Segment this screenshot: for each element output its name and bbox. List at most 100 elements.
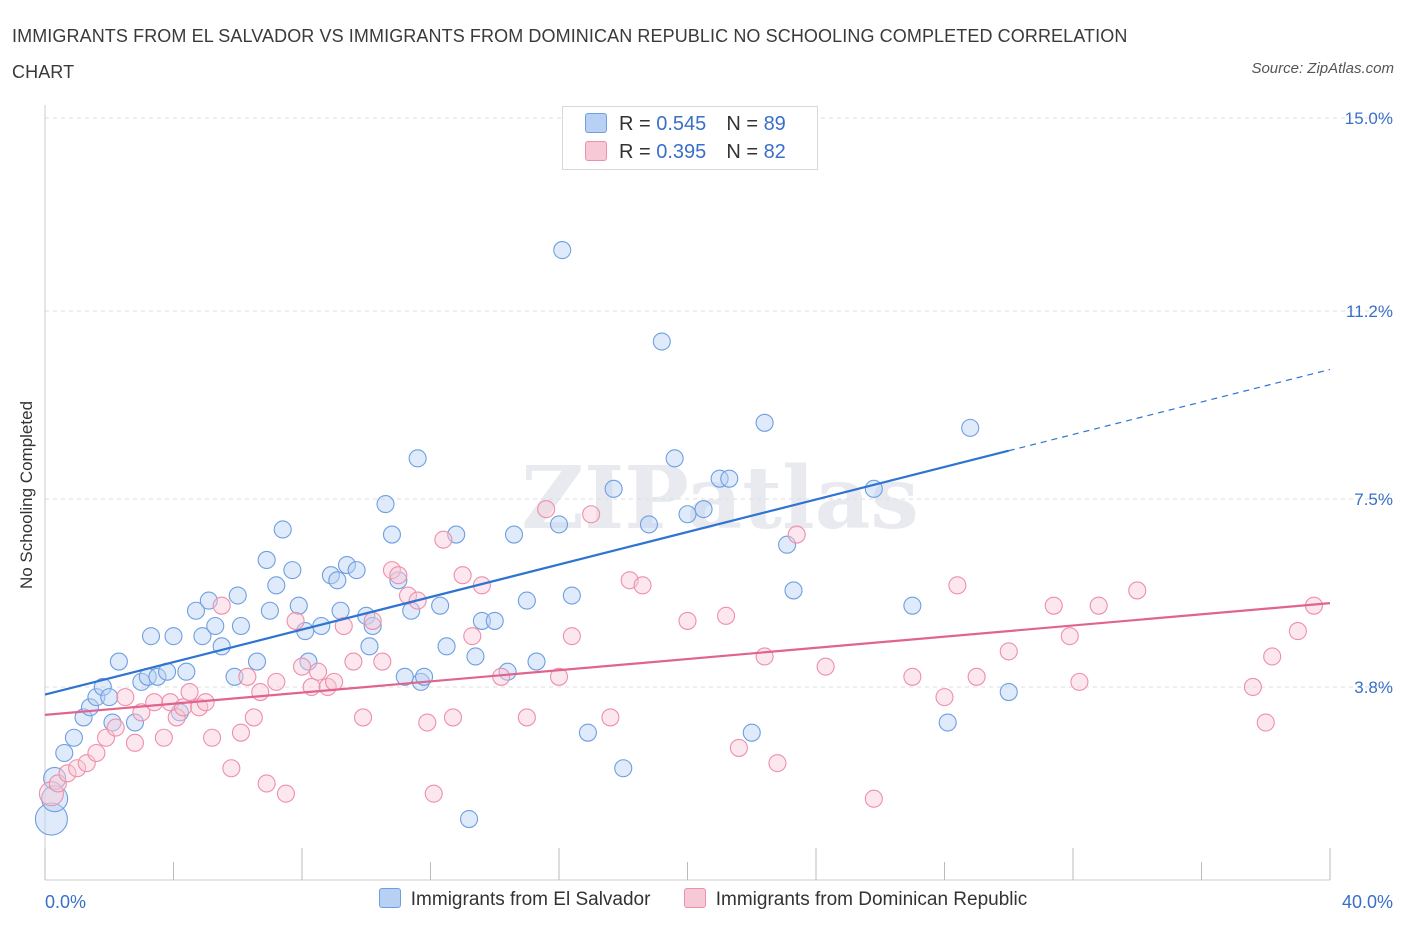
y-tick-label: 11.2% bbox=[1346, 302, 1393, 321]
data-point bbox=[177, 662, 196, 681]
legend-item-el-salvador: Immigrants from El Salvador bbox=[378, 888, 651, 911]
data-point bbox=[1256, 713, 1275, 732]
data-point bbox=[903, 667, 922, 686]
legend-row-dominican: R = 0.395 N = 82 bbox=[585, 141, 786, 165]
data-point bbox=[376, 495, 395, 514]
data-point bbox=[967, 667, 986, 686]
data-point bbox=[87, 688, 106, 707]
data-point bbox=[434, 530, 453, 549]
data-point bbox=[398, 586, 418, 605]
data-point bbox=[276, 784, 295, 803]
data-point bbox=[257, 774, 276, 793]
data-point bbox=[633, 576, 652, 595]
data-point bbox=[716, 606, 736, 625]
data-point bbox=[360, 637, 379, 656]
data-point bbox=[527, 652, 546, 671]
watermark: ZIPatlas bbox=[521, 448, 919, 549]
data-point bbox=[309, 662, 328, 681]
data-point bbox=[132, 703, 151, 722]
data-point bbox=[755, 647, 774, 666]
data-point bbox=[292, 657, 312, 676]
data-point bbox=[424, 784, 443, 803]
series-legend: Immigrants from El Salvador Immigrants f… bbox=[0, 888, 1406, 911]
n-value: 82 bbox=[763, 141, 786, 163]
data-point bbox=[453, 566, 472, 585]
trend-line-extension bbox=[1008, 368, 1331, 452]
data-point bbox=[286, 611, 305, 630]
data-point bbox=[145, 693, 164, 712]
data-point bbox=[347, 561, 366, 580]
data-point bbox=[116, 688, 135, 707]
y-tick-label: 3.8% bbox=[1354, 678, 1393, 697]
data-point bbox=[247, 652, 267, 671]
data-point bbox=[710, 469, 729, 488]
data-point bbox=[228, 586, 247, 605]
data-point bbox=[164, 627, 183, 646]
data-point bbox=[225, 667, 244, 686]
data-point bbox=[720, 469, 739, 488]
data-point bbox=[961, 418, 980, 437]
data-point bbox=[562, 627, 581, 646]
data-point bbox=[222, 759, 241, 778]
data-point bbox=[816, 657, 835, 676]
data-point bbox=[652, 332, 671, 351]
data-point bbox=[395, 667, 414, 686]
data-point bbox=[331, 601, 350, 620]
x-tick-label: 0.0% bbox=[45, 892, 86, 912]
data-point bbox=[729, 738, 748, 757]
legend-swatch-pink bbox=[683, 888, 706, 908]
data-point bbox=[504, 525, 524, 544]
data-point bbox=[601, 708, 620, 727]
data-point bbox=[373, 652, 392, 671]
data-point bbox=[485, 611, 504, 630]
data-point bbox=[755, 413, 774, 432]
data-point bbox=[260, 601, 279, 620]
legend-row-el-salvador: R = 0.545 N = 89 bbox=[585, 113, 786, 137]
data-point bbox=[125, 733, 144, 752]
data-point bbox=[267, 576, 286, 595]
data-point bbox=[100, 688, 119, 707]
data-point bbox=[639, 515, 659, 534]
data-point bbox=[289, 596, 308, 615]
legend-label: Immigrants from El Salvador bbox=[410, 889, 651, 910]
data-point bbox=[549, 515, 569, 534]
legend-swatch-blue bbox=[378, 888, 401, 908]
legend-swatch-pink bbox=[585, 141, 607, 161]
data-point bbox=[238, 667, 257, 686]
data-point bbox=[257, 550, 276, 570]
data-point bbox=[58, 764, 77, 783]
data-point bbox=[694, 500, 713, 519]
data-point bbox=[665, 449, 684, 468]
data-point bbox=[109, 652, 128, 671]
r-label: R = bbox=[619, 141, 657, 163]
data-point bbox=[74, 708, 93, 727]
data-point bbox=[443, 708, 463, 727]
data-point bbox=[742, 723, 761, 742]
legend-item-dominican: Immigrants from Dominican Republic bbox=[683, 888, 1028, 911]
data-point bbox=[206, 616, 225, 636]
data-point bbox=[353, 708, 373, 727]
data-point bbox=[344, 652, 363, 671]
n-label: N = bbox=[726, 141, 764, 163]
data-point bbox=[186, 601, 206, 620]
data-point bbox=[463, 627, 482, 646]
data-point bbox=[1060, 627, 1079, 646]
data-point bbox=[517, 708, 536, 727]
legend-label: Immigrants from Dominican Republic bbox=[715, 889, 1028, 910]
data-point bbox=[363, 611, 382, 630]
n-label: N = bbox=[726, 113, 764, 135]
data-point bbox=[1089, 596, 1108, 615]
data-point bbox=[938, 713, 957, 732]
data-point bbox=[244, 708, 263, 727]
y-tick-label: 15.0% bbox=[1345, 109, 1393, 128]
data-point bbox=[431, 596, 450, 615]
data-point bbox=[459, 809, 479, 829]
data-point bbox=[148, 667, 167, 686]
legend-swatch-blue bbox=[585, 113, 607, 133]
chart-title: IMMIGRANTS FROM EL SALVADOR VS IMMIGRANT… bbox=[12, 26, 1128, 82]
data-point bbox=[768, 754, 787, 773]
data-point bbox=[251, 682, 270, 702]
series-el-salvador bbox=[34, 241, 1018, 836]
data-point bbox=[582, 505, 601, 524]
